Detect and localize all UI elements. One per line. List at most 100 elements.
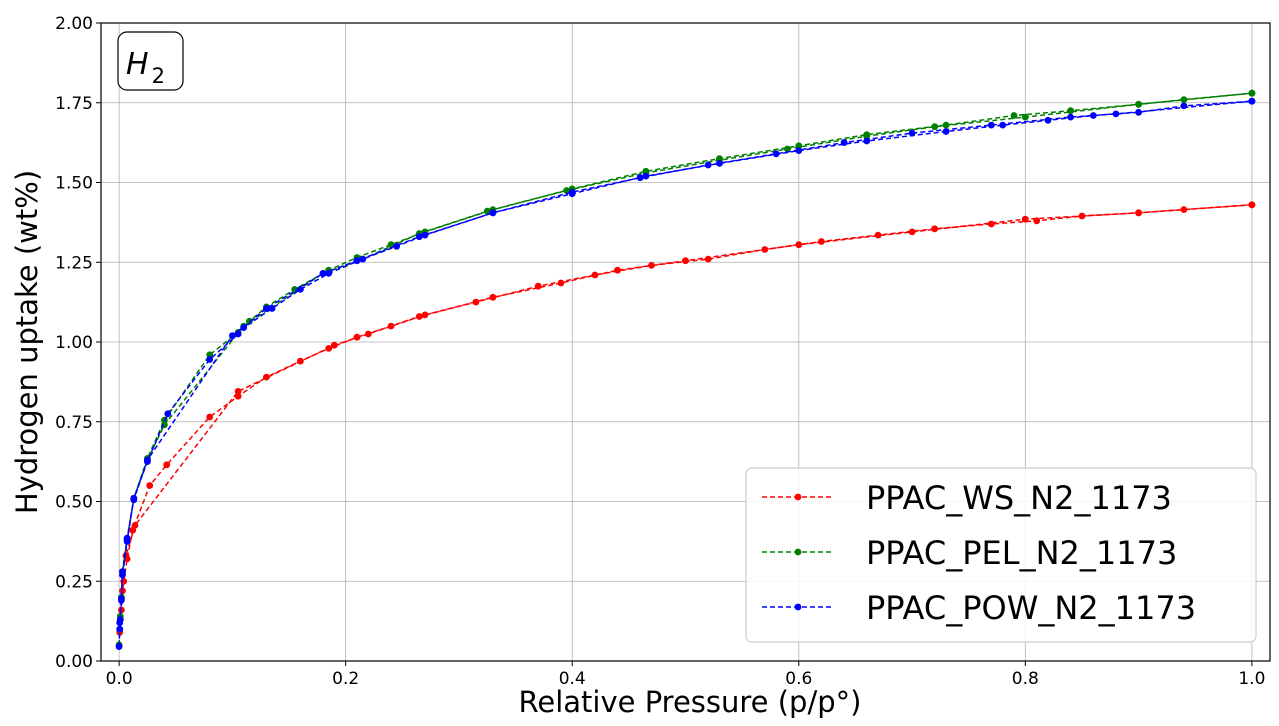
data-point (704, 255, 712, 263)
x-tick-label: 0.6 (785, 669, 812, 689)
y-tick-label: 1.50 (55, 174, 93, 194)
data-point (591, 271, 599, 279)
data-point (818, 238, 825, 245)
y-tick-label: 1.00 (55, 333, 93, 353)
legend-marker (794, 493, 802, 501)
data-point (319, 270, 327, 277)
data-point (1021, 113, 1029, 121)
legend-marker (794, 548, 802, 556)
data-point (364, 330, 372, 338)
data-point (1248, 97, 1256, 105)
data-point (206, 351, 214, 359)
data-point (206, 356, 214, 363)
data-point (118, 595, 125, 603)
data-point (123, 534, 131, 542)
data-point (234, 388, 242, 395)
y-tick-label: 0.50 (55, 493, 93, 513)
data-point (421, 311, 429, 319)
data-point (840, 139, 848, 147)
data-series (115, 89, 1256, 650)
legend-label: PPAC_WS_N2_1173 (866, 479, 1172, 517)
data-point (325, 270, 333, 277)
data-point (353, 257, 361, 265)
data-point (1089, 112, 1097, 119)
data-point (263, 373, 270, 381)
data-point (115, 643, 123, 650)
data-point (1033, 217, 1041, 225)
data-point (268, 305, 276, 312)
y-tick-label: 2.00 (55, 14, 93, 34)
y-tick-label: 1.75 (55, 94, 93, 114)
data-point (704, 161, 712, 169)
data-point (164, 410, 172, 418)
data-point (297, 286, 304, 293)
series-ppac_pow_n2_1173 (115, 97, 1256, 650)
legend-item: PPAC_POW_N2_1173 (762, 589, 1196, 627)
data-point (761, 246, 769, 253)
data-point (116, 619, 124, 627)
data-point (563, 187, 570, 194)
annotation-box (117, 31, 184, 91)
data-point (1248, 89, 1256, 97)
data-point (636, 174, 644, 182)
data-point (489, 293, 497, 301)
data-point (987, 220, 995, 228)
data-point (795, 142, 803, 150)
y-tick-label: 0.00 (55, 652, 93, 672)
x-tick-label: 0.2 (332, 669, 359, 689)
legend-label: PPAC_POW_N2_1173 (866, 589, 1196, 627)
data-point (415, 233, 423, 241)
data-point (1044, 116, 1052, 124)
data-point (534, 282, 542, 290)
data-point (472, 298, 480, 306)
data-point (206, 413, 214, 421)
series-ppac_ws_n2_1173 (115, 201, 1256, 649)
data-point (795, 147, 803, 155)
data-point (359, 255, 367, 263)
legend-item: PPAC_WS_N2_1173 (762, 479, 1172, 517)
data-point (421, 231, 429, 239)
legend-item: PPAC_PEL_N2_1173 (762, 534, 1177, 572)
data-point (489, 209, 497, 217)
y-axis-label: Hydrogen uptake (wt%) (10, 170, 44, 514)
x-tick-label: 1.0 (1238, 669, 1265, 689)
data-point (297, 357, 304, 365)
data-point (131, 522, 139, 529)
data-point (240, 324, 248, 331)
annotation-base: H (126, 47, 149, 82)
data-point (144, 456, 151, 464)
y-tick-label: 0.75 (55, 413, 93, 433)
data-point (614, 266, 621, 274)
data-point (772, 150, 780, 158)
data-point (415, 313, 423, 320)
data-point (1180, 206, 1188, 214)
data-point (863, 132, 871, 140)
data-point (908, 228, 916, 236)
data-point (393, 242, 400, 250)
data-point (716, 160, 723, 167)
data-point (325, 345, 333, 352)
data-point (119, 587, 126, 595)
data-point (942, 121, 950, 129)
data-point (999, 121, 1007, 129)
data-point (863, 137, 871, 145)
data-point (1248, 201, 1256, 209)
data-point (795, 241, 803, 249)
data-point (931, 123, 939, 131)
data-point (931, 225, 939, 233)
data-point (1180, 96, 1188, 103)
data-point (648, 262, 655, 269)
legend-box (745, 467, 1257, 643)
data-point (163, 461, 171, 469)
data-point (330, 341, 338, 349)
data-point (1067, 107, 1074, 115)
y-tick-label: 0.25 (55, 572, 93, 592)
axis-ticks: 0.0 0.2 0.4 0.6 0.8 1.0 0.00 0.25 0.50 0.75 1.00 1.… (55, 14, 1265, 689)
data-point (1112, 110, 1120, 118)
data-point (146, 482, 154, 489)
data-point (1010, 112, 1018, 119)
data-point (682, 257, 689, 265)
data-point (1021, 215, 1029, 223)
